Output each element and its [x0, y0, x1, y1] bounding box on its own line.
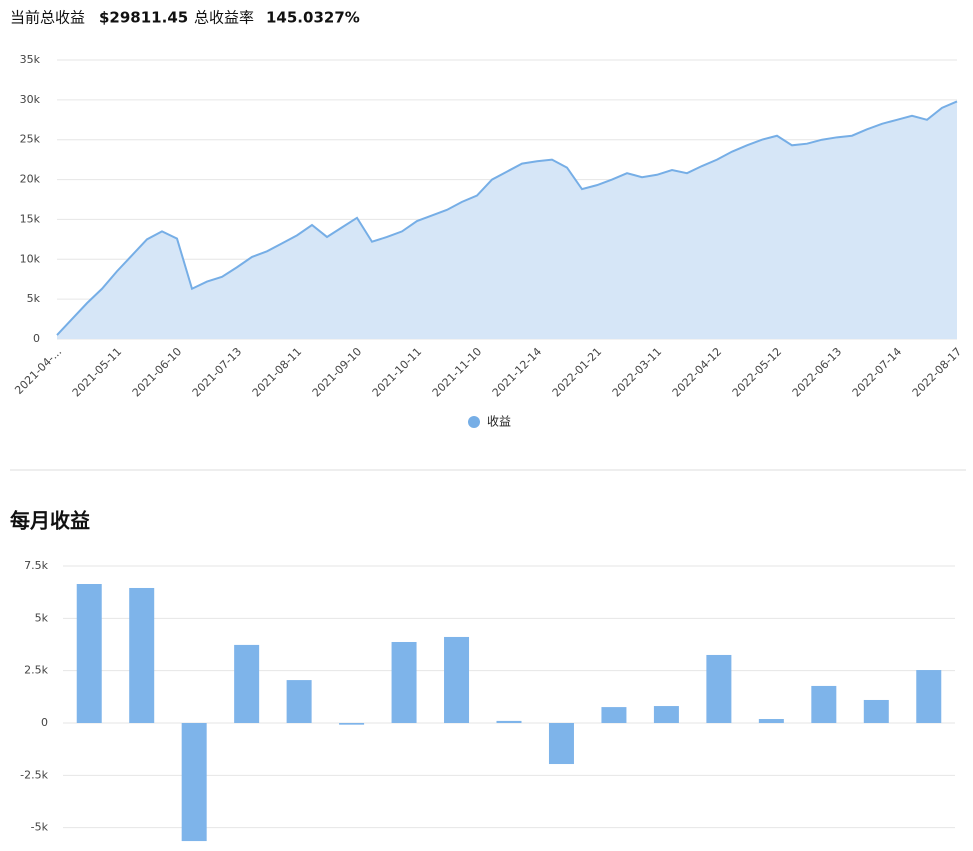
bar	[339, 723, 365, 725]
y-tick-label: 20k	[20, 173, 41, 186]
x-tick-label: 2022-04-12	[670, 345, 724, 399]
x-tick-label: 2021-05-11	[70, 345, 124, 399]
x-tick-label: 2021-09-10	[310, 345, 364, 399]
x-tick-label: 2022-03-11	[610, 345, 664, 399]
y-tick-label: 5k	[35, 611, 49, 624]
y-tick-label: 7.5k	[24, 559, 48, 572]
x-tick-label: 2022-07-14	[850, 345, 904, 399]
bar	[916, 670, 942, 723]
bar	[391, 641, 417, 723]
y-tick-label: 0	[33, 332, 40, 345]
x-tick-label: 2021-12-14	[490, 345, 544, 399]
bar	[444, 636, 470, 723]
bar	[653, 706, 679, 723]
bar	[601, 707, 627, 723]
y-tick-label: 0	[41, 716, 48, 729]
y-tick-label: 25k	[20, 133, 41, 146]
bar	[234, 644, 260, 723]
x-tick-label: 2021-06-10	[130, 345, 184, 399]
x-tick-label: 2021-08-11	[250, 345, 304, 399]
y-tick-label: 35k	[20, 53, 41, 66]
x-tick-label: 2021-11-10	[430, 345, 484, 399]
x-tick-label: 2021-10-11	[370, 345, 424, 399]
x-tick-label: 2021-07-13	[190, 345, 244, 399]
y-tick-label: 30k	[20, 93, 41, 106]
profit-label: 当前总收益	[10, 9, 85, 27]
bar	[758, 719, 784, 723]
bar	[286, 680, 312, 723]
rate-label: 总收益率	[194, 9, 254, 27]
area	[57, 101, 957, 339]
chart-title: 每月收益	[10, 509, 90, 533]
x-tick-label: 2022-08-17	[910, 345, 964, 399]
bar	[129, 587, 155, 723]
rate-value: 145.0327%	[266, 9, 360, 27]
y-tick-label: 10k	[20, 252, 41, 265]
legend-label: 收益	[487, 415, 511, 429]
y-tick-label: 2.5k	[24, 664, 48, 677]
legend-marker	[468, 416, 480, 428]
line	[56, 100, 958, 336]
y-tick-label: -5k	[31, 821, 49, 834]
x-tick-label: 2022-06-13	[790, 345, 844, 399]
bar	[496, 720, 522, 723]
profit-value: $29811.45	[99, 9, 188, 27]
bar	[548, 723, 574, 765]
bar	[76, 584, 102, 723]
y-tick-label: 15k	[20, 212, 41, 225]
x-tick-label: 2022-01-21	[550, 345, 604, 399]
bar	[863, 699, 889, 723]
bar	[181, 723, 207, 842]
y-tick-label: 5k	[27, 292, 41, 305]
bar	[706, 654, 732, 723]
bar	[811, 685, 837, 723]
y-tick-label: -2.5k	[20, 768, 48, 781]
x-tick-label: 2022-05-12	[730, 345, 784, 399]
x-tick-label: 2021-04-...	[12, 345, 64, 397]
